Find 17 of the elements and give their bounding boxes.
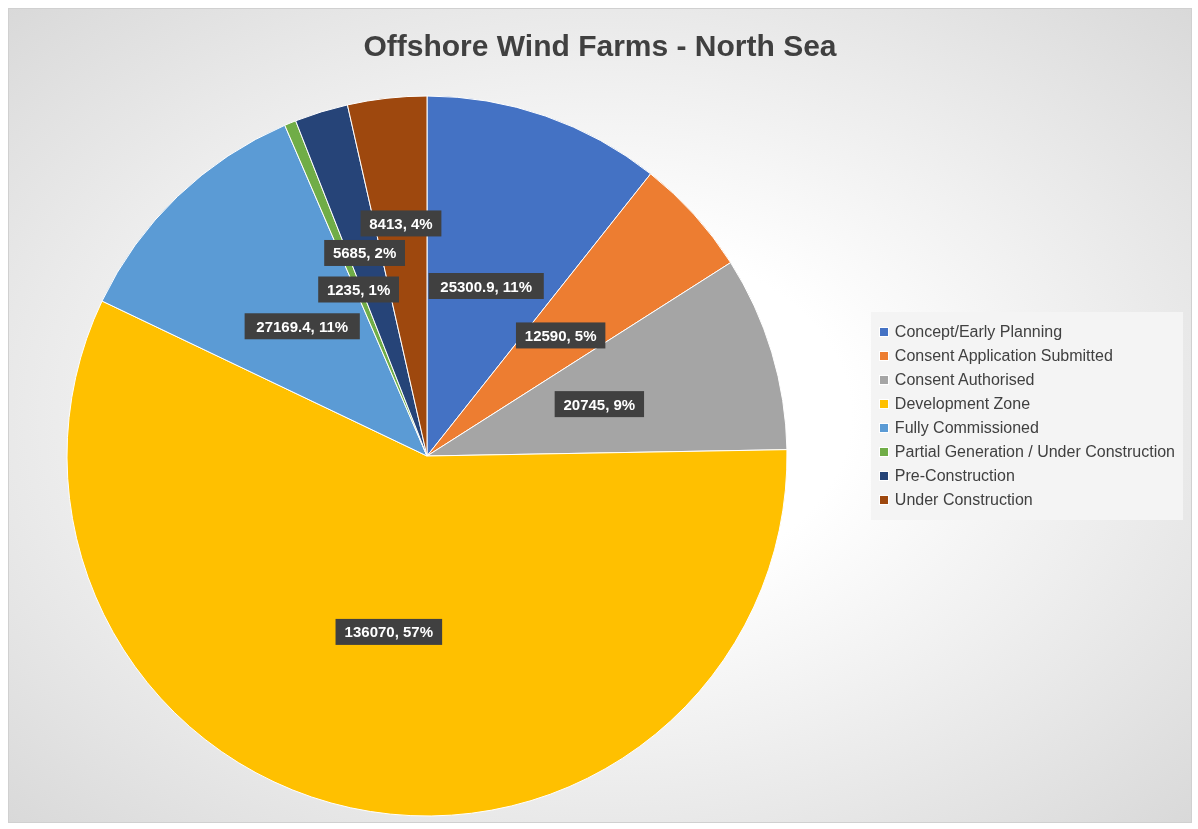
data-label: 12590, 5% [524, 326, 597, 344]
legend-label: Under Construction [894, 489, 1033, 510]
legend-label: Fully Commissioned [894, 417, 1039, 438]
legend-label: Partial Generation / Under Construction [894, 441, 1175, 462]
data-label: 1235, 1% [326, 281, 391, 298]
data-label: 25300.9, 11% [440, 277, 533, 295]
chart-title: Offshore Wind Farms - North Sea [362, 29, 838, 63]
data-label: 27169.4, 11% [256, 317, 349, 335]
legend-label: Development Zone [894, 393, 1031, 414]
data-label: 5685, 2% [332, 244, 397, 262]
data-label: 20745, 9% [563, 395, 636, 413]
legend-label: Concept/Early Planning [894, 321, 1063, 342]
data-label: 136070, 57% [344, 623, 434, 641]
legend-label: Consent Application Submitted [894, 345, 1113, 366]
data-label: 8413, 4% [369, 214, 433, 232]
legend-label: Pre-Construction [894, 465, 1015, 486]
legend-label: Consent Authorised [894, 369, 1035, 390]
